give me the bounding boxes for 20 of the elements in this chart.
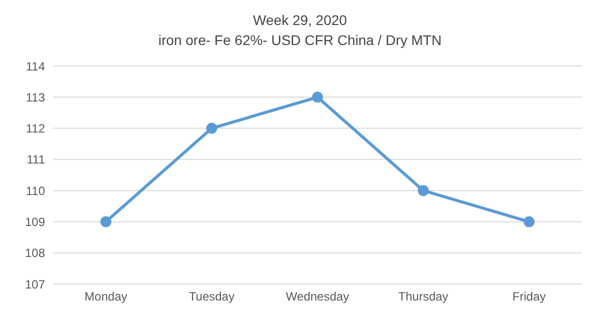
y-tick-label: 114 <box>26 59 46 74</box>
y-tick-label: 113 <box>26 90 46 104</box>
y-tick-label: 109 <box>24 214 46 229</box>
y-tick-label: 108 <box>24 246 46 260</box>
point <box>524 216 535 228</box>
point <box>100 216 112 228</box>
chart-subtitle: iron ore- Fe 62%- USD CFR China / Dry MTN <box>157 32 443 48</box>
point <box>312 92 323 103</box>
x-tick-label: Wednesday <box>286 290 350 304</box>
x-tick-label: Friday <box>512 290 546 304</box>
y-tick-label: 107 <box>24 277 46 292</box>
x-tick-label: Monday <box>84 290 128 304</box>
x-tick-label: Thursday <box>398 290 448 304</box>
point <box>206 122 218 134</box>
y-tick-label: 110 <box>26 184 46 198</box>
point <box>418 185 429 196</box>
y-tick-label: 112 <box>26 122 46 136</box>
x-tick-label: Tuesday <box>188 290 234 304</box>
chart-title: Week 29, 2020 <box>252 12 348 28</box>
y-tick-label: 111 <box>26 152 46 167</box>
